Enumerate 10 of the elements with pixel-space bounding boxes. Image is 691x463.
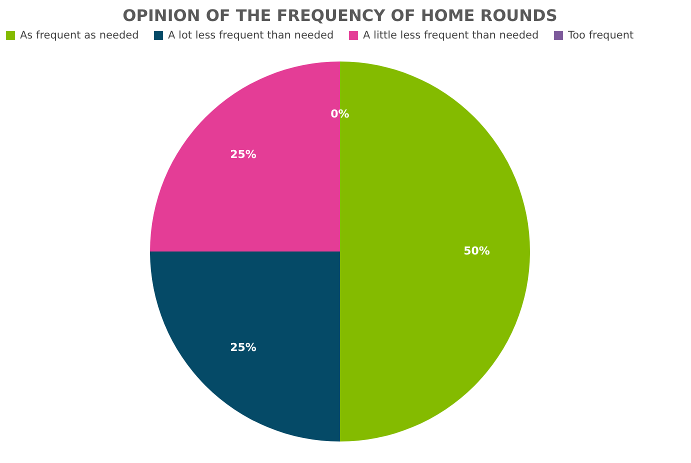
legend-label: Too frequent	[567, 30, 634, 42]
data-label: 25%	[230, 341, 256, 354]
data-label: 50%	[464, 244, 490, 258]
legend-label: As frequent as needed	[20, 30, 139, 42]
chart-title: OPINION OF THE FREQUENCY OF HOME ROUNDS	[122, 6, 558, 25]
pie-slice	[150, 252, 340, 442]
legend-label: A lot less frequent than needed	[168, 30, 334, 42]
legend-label: A little less frequent than needed	[363, 30, 539, 42]
text: 0%	[330, 108, 350, 121]
data-label: 25%	[230, 148, 256, 161]
